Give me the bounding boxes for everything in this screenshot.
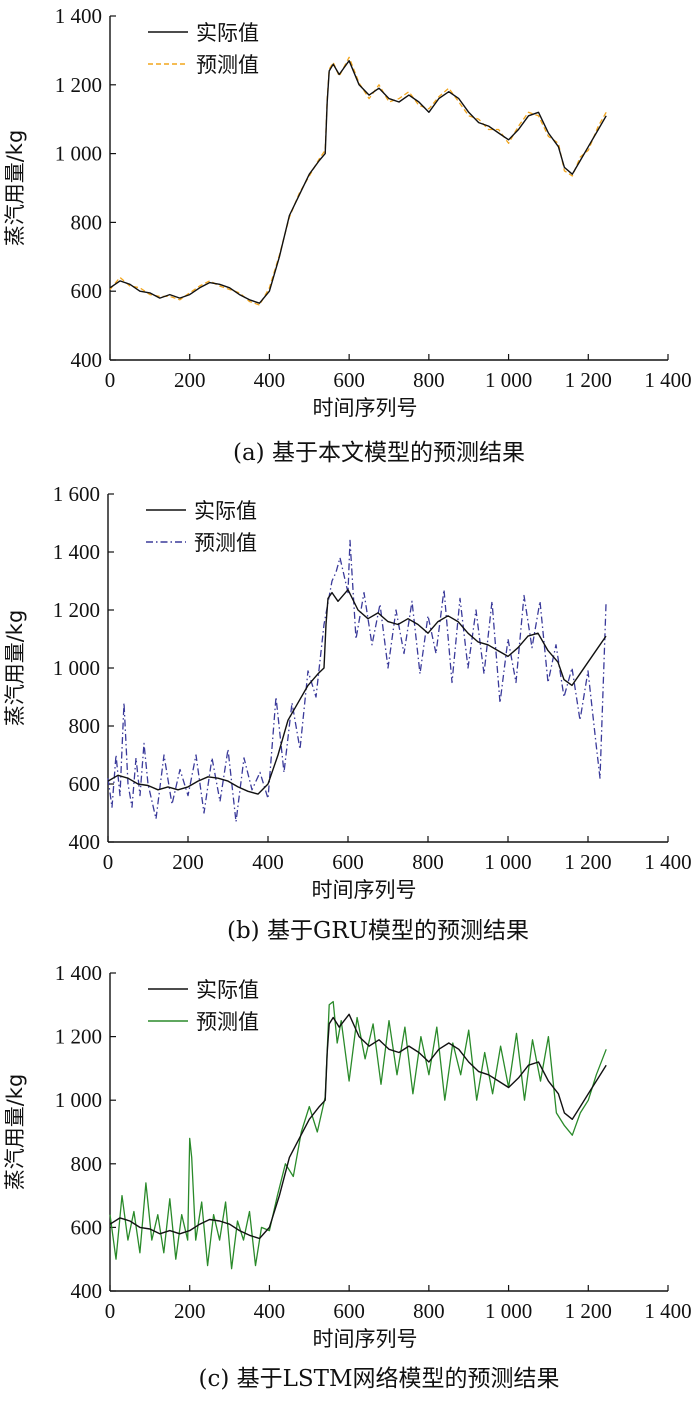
x-tick-label: 800	[413, 1299, 445, 1323]
x-axis-title: 时间序列号	[313, 1327, 418, 1351]
x-tick-label: 0	[105, 1299, 116, 1323]
x-axis-title: 时间序列号	[312, 878, 417, 902]
panel-caption: (c) 基于LSTM网络模型的预测结果	[198, 1366, 559, 1392]
x-tick-label: 200	[174, 1299, 206, 1323]
y-tick-label: 1 400	[55, 4, 102, 28]
x-tick-label: 400	[252, 850, 284, 874]
y-tick-label: 1 000	[55, 142, 102, 166]
series-line-predicted	[107, 539, 607, 823]
legend-label: 实际值	[196, 21, 259, 45]
series-line-actual	[107, 589, 607, 795]
x-tick-label: 1 000	[485, 1299, 532, 1323]
chart-panel-2: 0 200 400 600 800 1 000 1 200 1 400 400 600 800 1 0…	[3, 961, 692, 1392]
series-line-predicted	[109, 1000, 607, 1270]
x-tick-label: 800	[412, 850, 444, 874]
x-tick-label: 1 400	[644, 368, 691, 392]
legend-label: 预测值	[194, 531, 257, 555]
x-tick-label: 0	[105, 368, 116, 392]
y-tick-label: 400	[71, 1279, 103, 1303]
series-line-actual	[109, 1013, 607, 1240]
chart-panel-0: 0 200 400 600 800 1 000 1 200 1 400 400 600 800 1 0…	[3, 4, 692, 466]
y-tick-label: 1 600	[53, 482, 100, 506]
x-tick-label: 600	[333, 368, 365, 392]
legend-label: 预测值	[196, 53, 259, 77]
y-tick-label: 800	[71, 1152, 103, 1176]
y-tick-label: 1 200	[55, 1025, 102, 1049]
y-tick-label: 600	[71, 1215, 103, 1239]
y-tick-label: 1 400	[55, 961, 102, 985]
y-axis-title: 蒸汽用量/kg	[3, 610, 27, 727]
x-tick-label: 1 200	[565, 368, 612, 392]
panel-caption: (a) 基于本文模型的预测结果	[233, 440, 525, 466]
x-axis-title: 时间序列号	[313, 396, 418, 420]
y-axis-title: 蒸汽用量/kg	[3, 1074, 27, 1191]
x-tick-label: 600	[333, 1299, 365, 1323]
legend-label: 预测值	[196, 1010, 259, 1034]
x-tick-label: 200	[174, 368, 206, 392]
y-tick-label: 800	[69, 714, 101, 738]
y-tick-label: 1 400	[53, 540, 100, 564]
legend-label: 实际值	[194, 499, 257, 523]
x-tick-label: 800	[413, 368, 445, 392]
x-tick-label: 1 000	[484, 850, 531, 874]
chart-panel-1: 0 200 400 600 800 1 000 1 200 1 400 400 600 800 1 0…	[3, 482, 692, 944]
x-tick-label: 0	[103, 850, 114, 874]
y-tick-label: 400	[71, 348, 103, 372]
y-tick-label: 400	[69, 830, 101, 854]
y-tick-label: 1 200	[53, 598, 100, 622]
x-tick-label: 200	[172, 850, 204, 874]
x-tick-label: 1 400	[644, 850, 691, 874]
x-tick-label: 1 400	[644, 1299, 691, 1323]
y-tick-label: 1 000	[55, 1088, 102, 1112]
x-tick-label: 400	[254, 368, 286, 392]
series-line-actual	[109, 60, 607, 304]
panel-caption: (b) 基于GRU模型的预测结果	[227, 918, 529, 944]
y-tick-label: 800	[71, 210, 103, 234]
y-tick-label: 600	[69, 772, 101, 796]
series-line-predicted	[109, 56, 607, 306]
x-tick-label: 400	[254, 1299, 286, 1323]
y-tick-label: 1 000	[53, 656, 100, 680]
y-tick-label: 600	[71, 279, 103, 303]
x-tick-label: 1 200	[564, 850, 611, 874]
x-tick-label: 1 000	[485, 368, 532, 392]
y-tick-label: 1 200	[55, 73, 102, 97]
x-tick-label: 600	[332, 850, 364, 874]
y-axis-title: 蒸汽用量/kg	[3, 130, 27, 247]
x-tick-label: 1 200	[565, 1299, 612, 1323]
legend-label: 实际值	[196, 978, 259, 1002]
